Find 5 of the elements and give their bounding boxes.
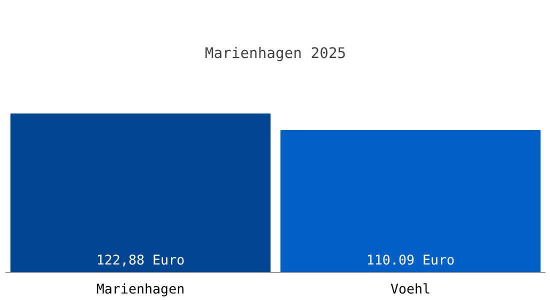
x-tick-label: Marienhagen: [96, 282, 185, 298]
chart-title: Marienhagen 2025: [204, 45, 346, 62]
data-label: 110.09 Euro: [366, 254, 455, 268]
x-tick-label: Voehl: [390, 282, 431, 298]
data-label: 122,88 Euro: [96, 254, 185, 268]
